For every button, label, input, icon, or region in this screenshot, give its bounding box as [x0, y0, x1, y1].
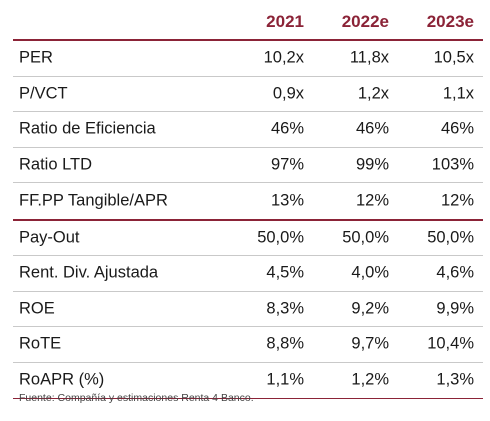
- group-divider-rule: [13, 218, 483, 221]
- row-value-2023e: 10,4%: [427, 334, 474, 353]
- row-label: ROE: [19, 299, 55, 318]
- table-row: RoTE 8,8% 9,7% 10,4%: [13, 327, 483, 363]
- row-value-2022e: 1,2x: [357, 84, 389, 103]
- table-group-valuation: PER 10,2x 11,8x 10,5x P/VCT 0,9x 1,2x 1,…: [13, 41, 483, 219]
- row-value-2023e: 12%: [440, 191, 474, 210]
- table-row: Ratio LTD 97% 99% 103%: [13, 148, 483, 183]
- table-group-returns: Pay-Out 50,0% 50,0% 50,0% Rent. Div. Aju…: [13, 221, 483, 399]
- table-bottom-rule: [13, 398, 483, 399]
- table-row: RoAPR (%) 1,1% 1,2% 1,3%: [13, 363, 483, 399]
- row-value-2021: 13%: [270, 191, 304, 210]
- table-row: Ratio de Eficiencia 46% 46% 46%: [13, 112, 483, 148]
- row-label: Ratio de Eficiencia: [19, 119, 156, 138]
- row-value-2021: 46%: [270, 119, 304, 138]
- row-value-2023e: 4,6%: [436, 263, 474, 282]
- row-value-2022e: 11,8x: [349, 48, 389, 67]
- row-label: RoTE: [19, 334, 62, 353]
- row-value-2021: 97%: [270, 155, 304, 174]
- table-row: Rent. Div. Ajustada 4,5% 4,0% 4,6%: [13, 256, 483, 292]
- table-row: ROE 8,3% 9,2% 9,9%: [13, 292, 483, 327]
- row-value-2021: 8,3%: [266, 299, 304, 318]
- table-row: P/VCT 0,9x 1,2x 1,1x: [13, 77, 483, 112]
- row-value-2021: 10,2x: [263, 48, 304, 67]
- row-value-2022e: 9,7%: [351, 334, 389, 353]
- row-value-2022e: 4,0%: [351, 263, 389, 282]
- row-value-2023e: 103%: [431, 155, 474, 174]
- row-label: RoAPR (%): [19, 370, 105, 389]
- row-value-2022e: 46%: [355, 119, 389, 138]
- row-value-2022e: 50,0%: [342, 228, 389, 247]
- row-value-2022e: 12%: [355, 191, 389, 210]
- row-value-2023e: 46%: [440, 119, 474, 138]
- row-value-2021: 50,0%: [257, 228, 304, 247]
- row-value-2021: 8,8%: [266, 334, 304, 353]
- table-row: PER 10,2x 11,8x 10,5x: [13, 41, 483, 77]
- row-value-2022e: 1,2%: [351, 370, 389, 389]
- header-2021: 2021: [266, 12, 304, 31]
- row-value-2023e: 10,5x: [433, 48, 474, 67]
- header-rule: [13, 39, 483, 41]
- table-row: Pay-Out 50,0% 50,0% 50,0%: [13, 221, 483, 256]
- table-header: 2021 2022e 2023e: [13, 0, 483, 39]
- ratios-table: 2021 2022e 2023e PER 10,2x 11,8x 10,5x P…: [13, 0, 483, 399]
- row-label: PER: [19, 48, 53, 67]
- row-label: FF.PP Tangible/APR: [19, 191, 168, 210]
- row-value-2023e: 9,9%: [436, 299, 474, 318]
- row-value-2021: 1,1%: [266, 370, 304, 389]
- row-label: P/VCT: [19, 84, 68, 103]
- row-label: Ratio LTD: [19, 155, 93, 174]
- row-value-2022e: 9,2%: [351, 299, 389, 318]
- row-value-2022e: 99%: [355, 155, 389, 174]
- table-row: FF.PP Tangible/APR 13% 12% 12%: [13, 183, 483, 219]
- header-2022e: 2022e: [341, 12, 389, 31]
- row-label: Pay-Out: [19, 228, 80, 247]
- row-label: Rent. Div. Ajustada: [19, 263, 159, 282]
- row-value-2023e: 50,0%: [427, 228, 474, 247]
- row-value-2023e: 1,1x: [442, 84, 474, 103]
- row-value-2023e: 1,3%: [436, 370, 474, 389]
- header-2023e: 2023e: [426, 12, 474, 31]
- source-footnote: Fuente: Compañía y estimaciones Renta 4 …: [19, 392, 254, 404]
- row-value-2021: 4,5%: [266, 263, 304, 282]
- row-value-2021: 0,9x: [272, 84, 304, 103]
